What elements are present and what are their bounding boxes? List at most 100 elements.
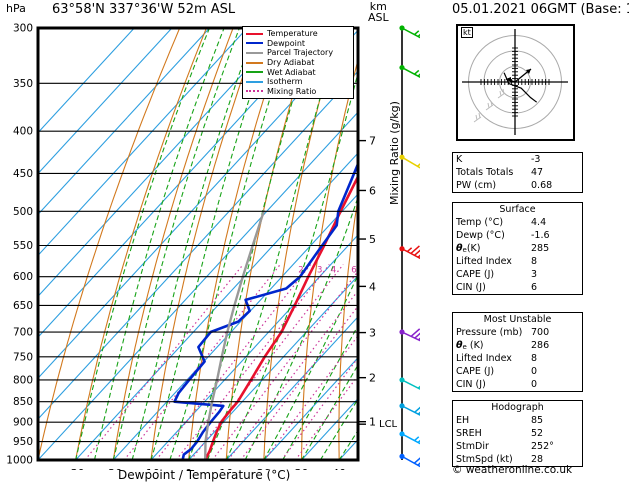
surface-value: 3	[531, 269, 538, 280]
legend-label: Mixing Ratio	[267, 86, 317, 96]
hodo-stat-value: 252°	[531, 441, 554, 452]
pressure-tick-label: 500	[13, 206, 33, 218]
legend-label: Wet Adiabat	[267, 67, 316, 77]
pressure-tick-label: 350	[13, 78, 33, 90]
index-row: K -3	[453, 153, 582, 166]
mixing-ratio-line	[84, 264, 244, 460]
legend-item: Dry Adiabat	[246, 58, 350, 68]
legend-item: Dewpoint	[246, 39, 350, 49]
mixing-ratio-line	[211, 270, 358, 460]
temperature-tick-label: -20	[104, 467, 122, 470]
wet-adiabat-line	[319, 398, 358, 460]
legend-item: Temperature	[246, 29, 350, 39]
mixing-ratio-label: 20	[414, 266, 420, 276]
surface-panel: Surface Temp (°C) 4.4 Dewp (°C) -1.6 θe(K) 285…	[452, 202, 583, 295]
hodo-stat-row: SREH 52	[453, 427, 582, 440]
isotherm-line	[225, 315, 358, 460]
most-unstable-row: Lifted Index 8	[453, 352, 582, 365]
legend-swatch-icon	[246, 80, 263, 83]
height-tick-label: 7	[369, 135, 376, 148]
wet-adiabat-line	[93, 28, 225, 460]
mixing-ratio-line	[175, 264, 330, 460]
hodograph-panel: kt	[456, 24, 575, 141]
index-row: Totals Totals 47	[453, 166, 582, 179]
temperature-tick-label: 10	[219, 467, 233, 470]
pressure-tick-label: 600	[13, 271, 33, 283]
most-unstable-key: CAPE (J)	[456, 366, 495, 377]
wind-barb	[399, 377, 420, 390]
hodo-stat-key: SREH	[456, 428, 482, 439]
isotherm-line	[38, 28, 286, 298]
pressure-tick-label: 1000	[6, 455, 33, 467]
surface-value: -1.6	[531, 230, 550, 241]
legend-swatch-icon	[246, 90, 263, 93]
surface-key: Temp (°C)	[456, 217, 504, 228]
mean-wind-arrowhead	[506, 77, 511, 82]
height-tick-label: 1	[369, 416, 376, 429]
index-row: PW (cm) 0.68	[453, 179, 582, 192]
legend: Temperature Dewpoint Parcel Trajectory Dry …	[242, 26, 354, 100]
surface-row: Dewp (°C) -1.6	[453, 229, 582, 242]
legend-swatch-icon	[246, 51, 263, 54]
hodo-stat-value: 52	[531, 428, 544, 439]
mixing-ratio-line	[294, 374, 358, 460]
surface-row: CAPE (J) 3	[453, 268, 582, 281]
pressure-tick-label: 700	[13, 327, 33, 339]
pressure-unit-label: hPa	[6, 2, 26, 15]
pressure-tick-label: 450	[13, 168, 33, 180]
mixing-ratio-line	[281, 356, 358, 460]
wet-adiabat-line	[377, 28, 420, 460]
surface-value: 6	[531, 282, 538, 293]
height-unit-line2: ASL	[368, 11, 389, 24]
height-tick-label: 5	[369, 233, 376, 246]
hodo-stat-row: StmSpd (kt) 28	[453, 453, 582, 466]
index-value: 47	[531, 167, 544, 178]
isotherm-line	[38, 28, 210, 216]
legend-item: Mixing Ratio	[246, 87, 350, 97]
mixing-ratio-line	[240, 305, 358, 460]
most-unstable-value: 0	[531, 366, 538, 377]
mixing-ratio-label: 4	[331, 266, 336, 276]
most-unstable-key: θe (K)	[456, 340, 484, 351]
mixing-ratio-axis-label: Mixing Ratio (g/kg)	[388, 101, 401, 205]
height-tick-label: 2	[369, 372, 376, 385]
skewt-svg: 2346810152025300350400450500550600650700…	[6, 23, 420, 470]
isotherm-line	[38, 28, 323, 339]
height-tick-label: 3	[369, 327, 376, 340]
temperature-tick-label: -30	[67, 467, 85, 470]
hodograph-unit-label: kt	[461, 27, 473, 38]
hodo-stat-row: EH 85	[453, 414, 582, 427]
wind-barb	[399, 245, 420, 260]
hodo-stat-key: EH	[456, 415, 470, 426]
mixing-ratio-label: 15	[397, 266, 408, 276]
surface-row: θe(K) 285	[453, 242, 582, 255]
isotherm-line	[188, 275, 358, 460]
hodo-stat-key: StmSpd (kt)	[456, 454, 513, 465]
hodo-stat-title: Hodograph	[491, 402, 544, 413]
dry-adiabat-line	[75, 28, 207, 460]
isotherm-line	[38, 70, 358, 420]
hodograph-svg	[462, 29, 568, 135]
x-axis-title: Dewpoint / Temperature (°C)	[118, 468, 291, 482]
hodo-stat-row: StmDir 252°	[453, 440, 582, 453]
wind-barb	[399, 403, 420, 416]
temperature-tick-label: -10	[142, 467, 160, 470]
height-unit-label: km ASL	[368, 1, 389, 23]
pressure-tick-label: 900	[13, 417, 33, 429]
surface-key: Lifted Index	[456, 256, 512, 267]
index-key: PW (cm)	[456, 180, 497, 191]
pressure-tick-label: 800	[13, 374, 33, 386]
isotherm-line	[263, 356, 358, 460]
dry-adiabat-line	[375, 28, 420, 460]
storm-motion-arrowhead	[526, 69, 531, 74]
legend-swatch-icon	[246, 61, 263, 64]
skewt-plot: 2346810152025300350400450500550600650700…	[0, 18, 420, 470]
mixing-ratio-line	[190, 264, 344, 460]
isotherm-line	[150, 234, 358, 460]
surface-row: Temp (°C) 4.4	[453, 216, 582, 229]
legend-swatch-icon	[246, 42, 263, 45]
height-unit-line1: km	[369, 0, 387, 13]
wind-barb	[399, 328, 420, 342]
wet-adiabat-line	[282, 324, 358, 460]
